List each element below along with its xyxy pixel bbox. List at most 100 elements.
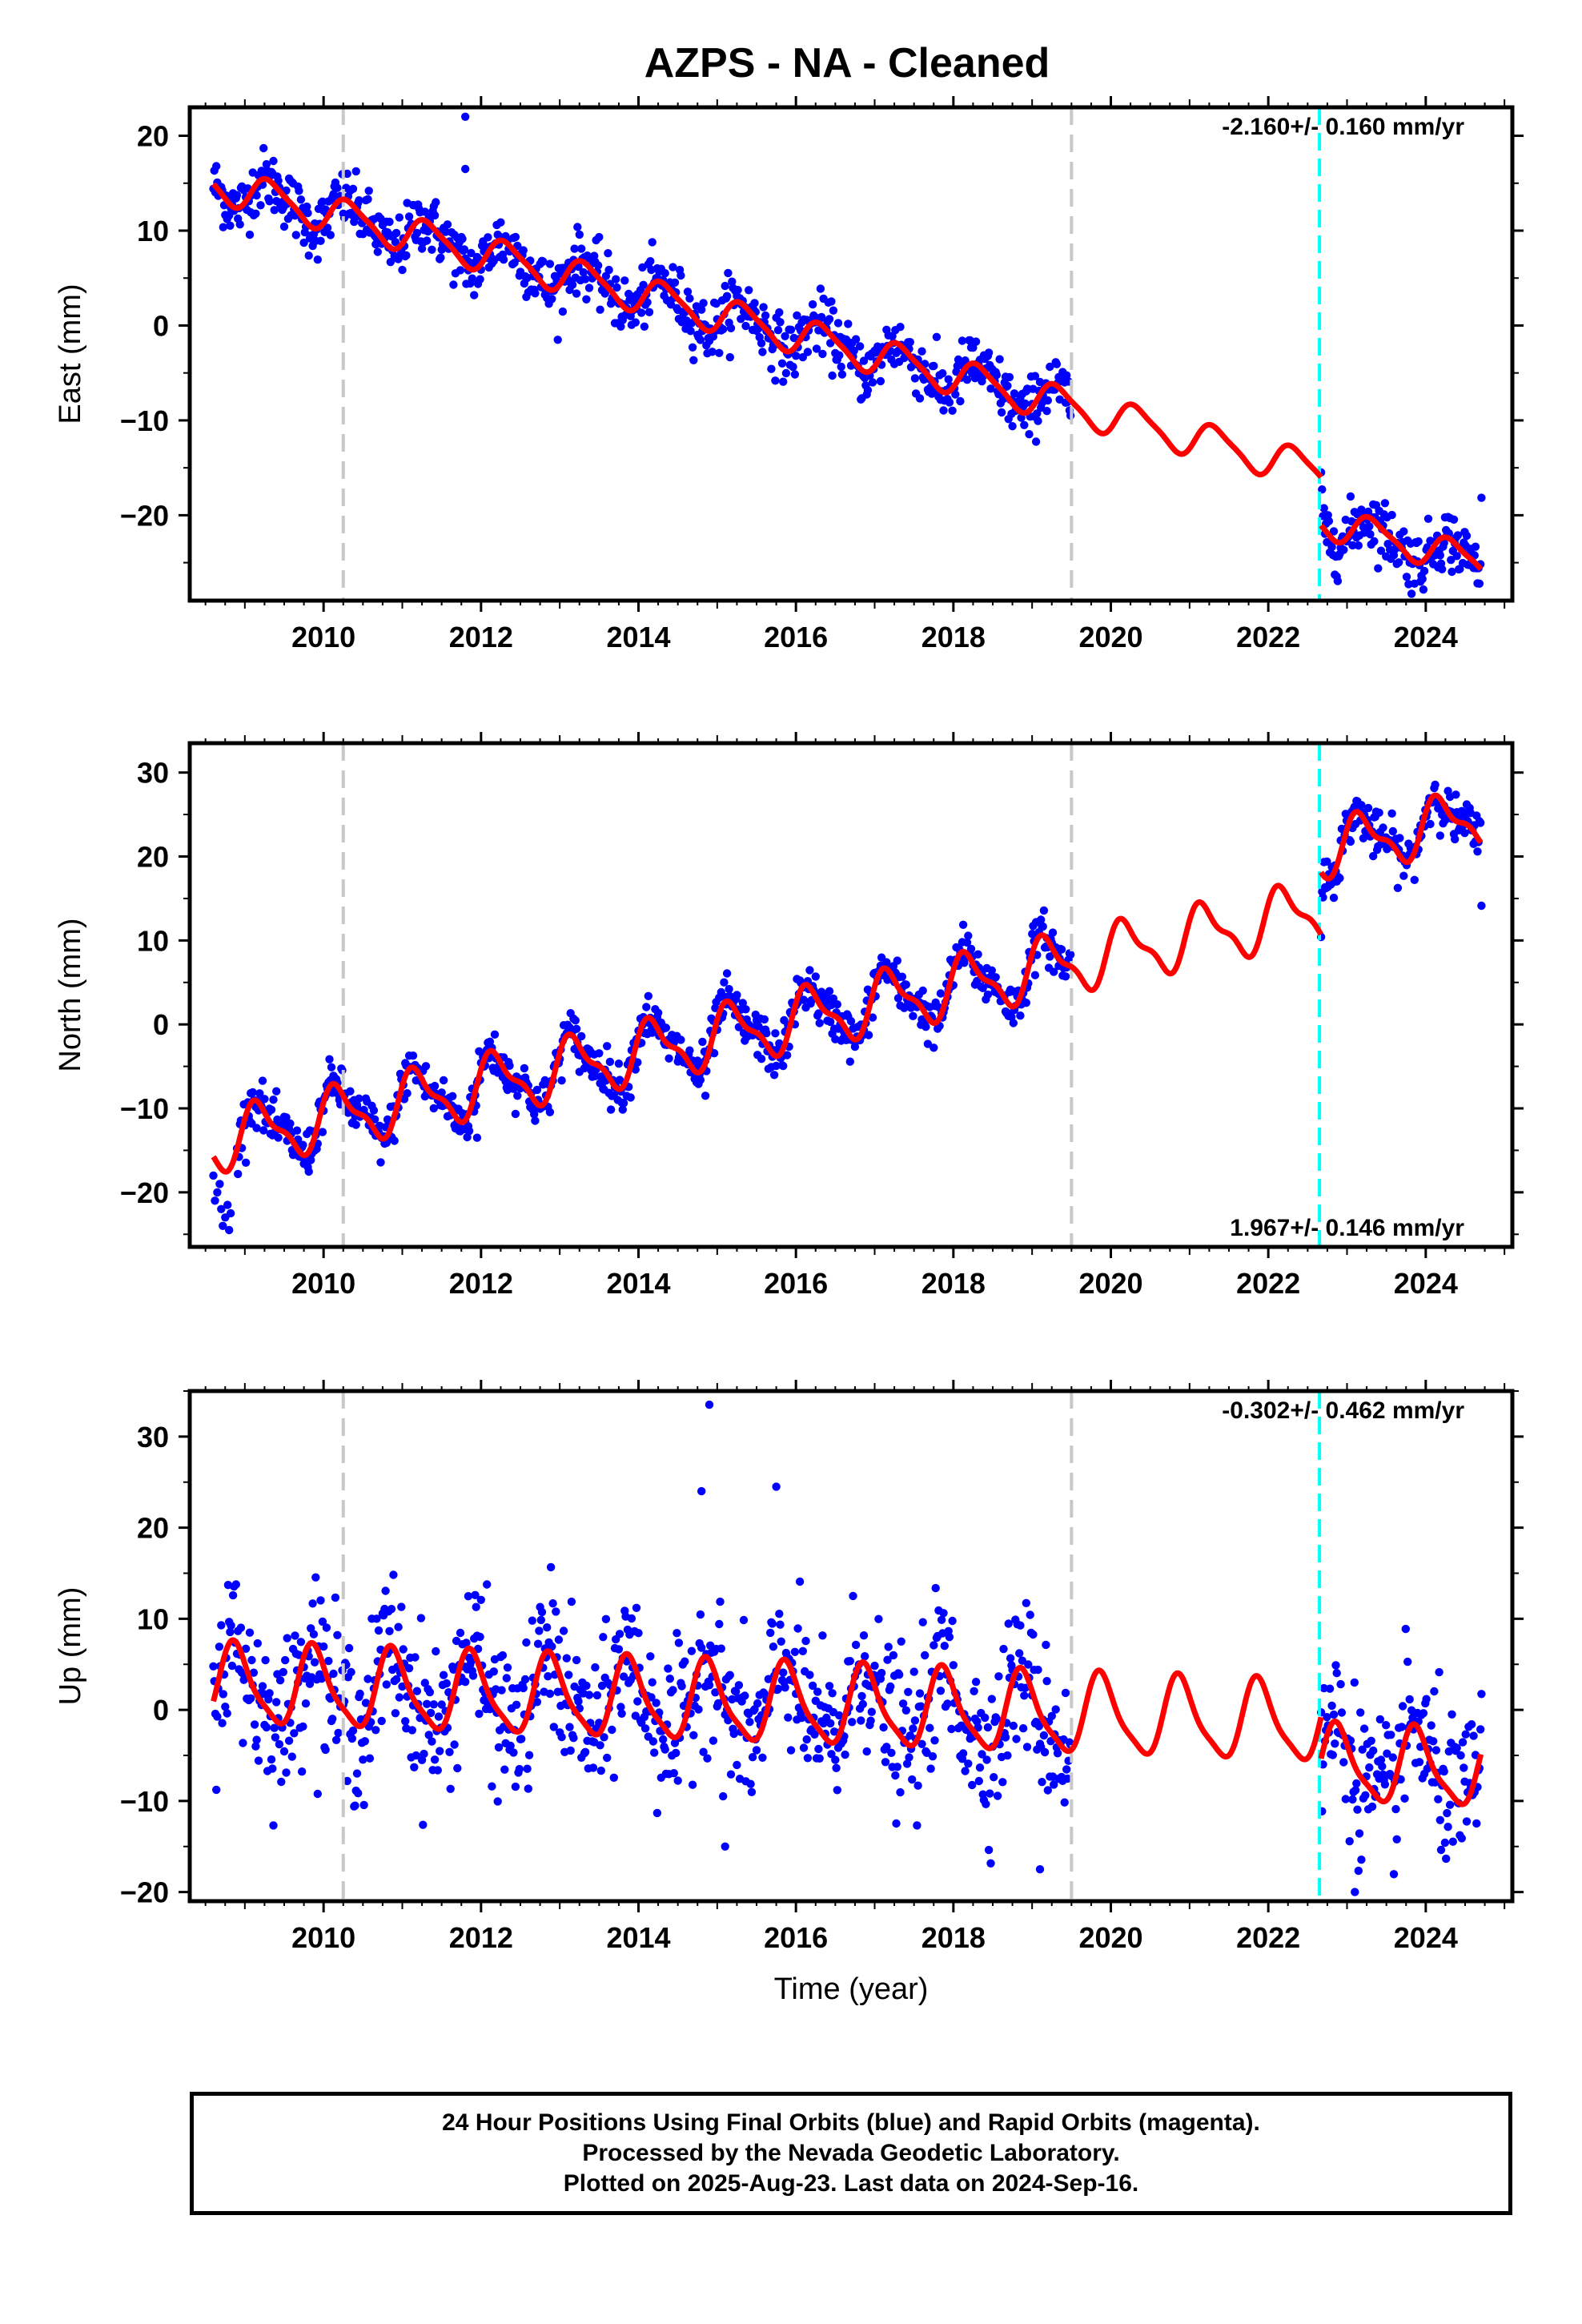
data-point [223, 1709, 231, 1718]
data-point [886, 1682, 895, 1691]
outlier-point [211, 1196, 219, 1205]
data-point [722, 292, 732, 300]
data-point [404, 1664, 414, 1673]
data-point [1039, 1731, 1049, 1740]
data-point [391, 228, 401, 238]
data-point [1012, 1735, 1021, 1743]
data-point [1356, 1708, 1365, 1717]
data-point [814, 1009, 823, 1018]
data-point [1325, 1684, 1335, 1693]
data-point [577, 244, 586, 253]
data-point [1365, 522, 1374, 531]
data-point [310, 1658, 319, 1667]
data-point [1051, 1705, 1060, 1714]
data-point [618, 1105, 627, 1114]
x-tick-label: 2016 [764, 621, 828, 653]
data-point [430, 211, 440, 220]
data-point [572, 289, 581, 298]
outlier-point [701, 1092, 710, 1100]
data-point [1452, 790, 1460, 799]
data-point [958, 1749, 968, 1758]
data-point [1475, 579, 1484, 588]
data-point [548, 295, 556, 304]
data-point [982, 1755, 991, 1764]
data-point [215, 1642, 224, 1651]
data-point [835, 1711, 844, 1720]
data-point [328, 1715, 337, 1723]
data-point [986, 1859, 995, 1868]
data-point [646, 1652, 655, 1661]
data-point [437, 1088, 446, 1097]
data-point [395, 213, 404, 222]
data-point [661, 1745, 669, 1754]
data-point [1388, 1753, 1398, 1762]
data-point [829, 994, 838, 1003]
data-point [305, 1679, 315, 1688]
data-point [802, 1735, 811, 1744]
data-point [773, 1684, 783, 1693]
data-point [909, 1667, 918, 1676]
data-point [1399, 527, 1408, 536]
data-point [255, 1089, 264, 1098]
data-point [1328, 1751, 1338, 1759]
data-point [868, 1013, 877, 1022]
data-point [719, 1791, 728, 1801]
y-tick-label: 20 [137, 841, 169, 874]
data-point [1435, 831, 1445, 840]
x-tick-label: 2016 [764, 1267, 828, 1300]
data-point [771, 376, 780, 385]
data-point [818, 349, 827, 359]
data-point [930, 1736, 939, 1745]
data-point [948, 1616, 957, 1626]
data-point [1419, 566, 1429, 576]
data-point [978, 983, 987, 993]
y-tick-label: −20 [120, 499, 169, 532]
data-point [365, 1754, 375, 1763]
data-point [782, 1051, 792, 1059]
data-point [803, 348, 813, 356]
data-point [1359, 834, 1368, 843]
data-point [1443, 1823, 1452, 1831]
plot-frame [187, 741, 1515, 1249]
data-point [389, 1570, 398, 1579]
data-point [296, 1638, 306, 1647]
data-point [531, 289, 540, 298]
data-point [915, 394, 925, 403]
outlier-point [697, 1486, 706, 1496]
data-point [709, 1736, 718, 1745]
data-point [648, 1678, 656, 1687]
data-point [502, 1674, 511, 1683]
data-point [1351, 1786, 1360, 1795]
y-tick-label: 20 [137, 1512, 169, 1545]
data-point [729, 1729, 738, 1739]
x-tick-label: 2014 [606, 1267, 670, 1300]
data-point [351, 167, 360, 176]
data-point [1435, 551, 1445, 560]
data-point [882, 958, 891, 967]
data-point [713, 1699, 723, 1708]
data-point [316, 1596, 325, 1605]
data-point [572, 1655, 581, 1665]
data-point [472, 1602, 480, 1611]
data-point [882, 1743, 891, 1751]
data-point [408, 1726, 416, 1735]
data-point [269, 1096, 278, 1104]
y-tick-label: 0 [153, 1008, 169, 1041]
data-point [926, 1723, 934, 1732]
data-point [1383, 1749, 1391, 1758]
data-point [308, 1599, 317, 1608]
data-point [1352, 1779, 1361, 1788]
data-point [1063, 1774, 1072, 1783]
data-point [944, 375, 953, 384]
data-point [433, 1766, 442, 1775]
data-point [445, 1747, 454, 1756]
data-point [813, 1687, 822, 1696]
data-point [483, 1580, 492, 1589]
data-point [905, 338, 915, 347]
data-point [987, 966, 997, 975]
x-tick-label: 2012 [449, 1921, 513, 1954]
data-point [475, 1709, 484, 1719]
data-point [689, 356, 698, 364]
data-point [798, 352, 807, 362]
rate-label: -0.302+/- 0.462 mm/yr [1222, 1397, 1464, 1424]
